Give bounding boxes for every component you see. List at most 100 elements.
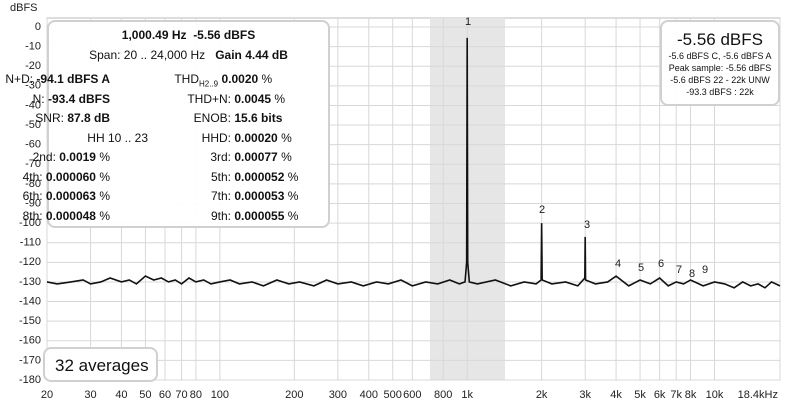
y-tick-label: 0 <box>35 21 41 33</box>
measurement-label: 9th: <box>210 208 231 223</box>
measurement-row: 4th: 0.000060 % 5th: 0.000052 % <box>23 170 328 190</box>
x-tick-label: 50 <box>139 389 151 401</box>
harmonic-label: 9 <box>702 264 708 276</box>
measurement-value: -93.4 dBFS <box>47 91 110 106</box>
measurement-cell: 6th: 0.000063 % <box>23 189 110 203</box>
measurement-label: 7th: <box>210 189 231 203</box>
x-tick-label: 30 <box>84 389 96 401</box>
summary-line: -5.6 dBFS C, -5.6 dBFS A <box>668 51 772 61</box>
measurement-label: N: <box>32 91 45 106</box>
x-tick-label: 300 <box>329 389 347 401</box>
summary-line: -93.3 dBFS : 22k <box>686 87 754 97</box>
measurement-label: 4th: <box>22 169 43 184</box>
measurement-value: 0.0020 <box>221 72 259 86</box>
measurement-sub: H2..9 <box>199 79 219 89</box>
y-tick-label: -10 <box>25 41 41 53</box>
measurement-value: 87.8 dB <box>67 111 110 125</box>
measurement-cell: ENOB: 15.6 bits <box>169 111 283 125</box>
measurement-cell: 2nd: 0.0019 % <box>33 150 110 164</box>
measurement-value: 0.000048 <box>45 208 96 223</box>
x-tick-label: 10k <box>706 389 724 401</box>
x-tick-label: 18.4kHz <box>738 389 778 401</box>
measurement-value: 0.0019 <box>59 150 96 164</box>
measurement-value: 0.000055 <box>234 208 285 223</box>
averages: 32 averages <box>55 356 149 375</box>
measurement-value: -94.1 dBFS A <box>36 72 110 86</box>
measurement-cell: N+D: -94.1 dBFS A <box>5 72 110 86</box>
x-tick-label: 7k <box>670 389 682 401</box>
y-tick-label: -110 <box>20 237 41 249</box>
measurement-unit: % <box>281 150 292 164</box>
averages-badge: 32 averages <box>43 347 158 382</box>
x-tick-label: 80 <box>190 389 202 401</box>
measurement-row: 6th: 0.000063 % 7th: 0.000053 % <box>23 189 328 209</box>
measurement-label: N+D: <box>5 72 34 86</box>
y-tick-label: -80 <box>25 178 41 190</box>
measurement-unit: % <box>287 208 299 223</box>
y-tick-label: -30 <box>25 80 41 92</box>
measurement-unit: % <box>287 169 299 184</box>
measurement-unit: % <box>274 91 286 106</box>
measurement-unit: % <box>99 169 110 184</box>
measurement-cell: 7th: 0.000053 % <box>169 189 298 203</box>
measurement-cell: 4th: 0.000060 % <box>23 170 110 184</box>
x-tick-label: 100 <box>211 389 229 401</box>
harmonic-label: 1 <box>465 16 471 28</box>
measurement-row: 2nd: 0.0019 % 3rd: 0.00077 % <box>33 150 328 170</box>
measurement-label: THD <box>174 72 199 86</box>
measurement-value: 0.000053 <box>234 189 285 203</box>
measurement-unit: % <box>287 189 299 203</box>
x-tick-label: 500 <box>384 389 402 401</box>
measurement-value: 0.00077 <box>234 150 278 164</box>
x-tick-label: 400 <box>360 389 378 401</box>
y-tick-label: -100 <box>19 217 41 229</box>
y-tick-label: -140 <box>19 295 41 307</box>
measurement-value: 0.00020 <box>234 130 278 145</box>
y-tick-label: -130 <box>19 276 41 288</box>
measurement-cell: 8th: 0.000048 % <box>23 209 110 223</box>
measurement-label: ENOB: <box>193 111 231 125</box>
frequency: 1,000.49 Hz <box>121 28 187 42</box>
measurement-unit: % <box>281 130 292 145</box>
measurement-cell: 9th: 0.000055 % <box>169 209 298 223</box>
measurement-cell: 5th: 0.000052 % <box>169 170 298 184</box>
measurement-cell: SNR: 87.8 dB <box>35 111 110 125</box>
x-tick-label: 4k <box>610 389 622 401</box>
x-tick-label: 6k <box>654 389 666 401</box>
measurement-label: HHD: <box>201 130 231 145</box>
x-tick-label: 8k <box>685 389 697 401</box>
measurement-row: N: -93.4 dBFS THD+N: 0.0045 % <box>33 92 328 112</box>
measurement-cell: HH 10 .. 23 <box>87 131 148 145</box>
measurement-row: 8th: 0.000048 % 9th: 0.000055 % <box>23 209 328 229</box>
harmonic-label: 2 <box>539 204 545 216</box>
y-tick-label: -60 <box>25 139 41 151</box>
measurement-value: 15.6 bits <box>234 111 283 125</box>
x-tick-label: 20 <box>41 389 53 401</box>
y-tick-label: -70 <box>25 158 41 170</box>
harmonic-label: 5 <box>638 262 644 274</box>
measurement-cell: N: -93.4 dBFS <box>33 92 110 106</box>
measurement-unit: % <box>99 150 110 164</box>
measurement-value: 0.000052 <box>234 169 285 184</box>
measurement-label: THD+N: <box>187 91 231 106</box>
measurement-row: N+D: -94.1 dBFS A THDH2..9 0.0020 % <box>5 72 328 92</box>
x-tick-label: 60 <box>159 389 171 401</box>
x-tick-label: 2k <box>536 389 548 401</box>
measurement-value: 0.0045 <box>234 91 272 106</box>
spectrum-line <box>46 37 781 289</box>
x-tick-label: 5k <box>634 389 646 401</box>
y-axis-label: dBFS <box>10 2 38 14</box>
measurement-cell: THD+N: 0.0045 % <box>169 92 285 106</box>
harmonic-label: 8 <box>689 268 695 280</box>
x-tick-label: 40 <box>115 389 127 401</box>
y-tick-label: -40 <box>25 99 41 111</box>
summary-level: -5.56 dBFS <box>677 30 763 49</box>
summary-line: Peak sample: -5.56 dBFS <box>668 63 772 73</box>
y-tick-label: -50 <box>25 119 41 131</box>
y-tick-label: -20 <box>25 60 41 72</box>
measurement-cell: THDH2..9 0.0020 % <box>169 72 272 88</box>
measurement-unit: % <box>99 208 110 223</box>
gain: Gain 4.44 dB <box>215 48 288 62</box>
y-tick-label: -150 <box>19 315 41 327</box>
